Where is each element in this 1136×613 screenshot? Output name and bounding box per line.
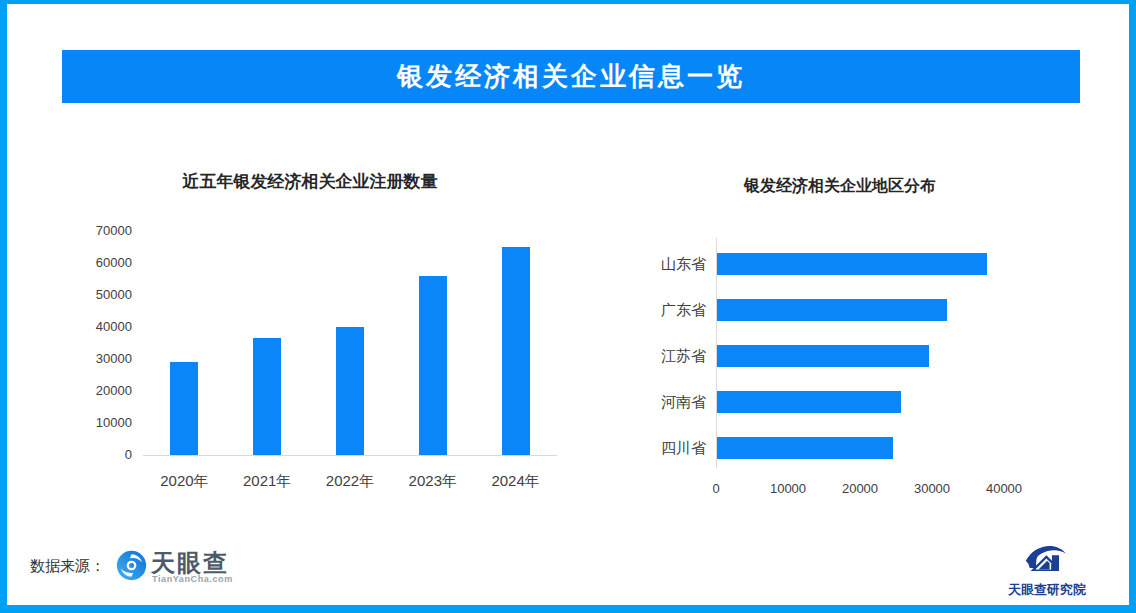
x-axis-tick-label: 2023年 xyxy=(393,471,473,491)
y-axis-tick-label: 60000 xyxy=(90,255,132,271)
bar-江苏省 xyxy=(717,345,929,367)
tianyancha-eye-icon xyxy=(116,550,147,581)
x-axis-tick-label: 30000 xyxy=(902,481,962,497)
x-axis-tick-label: 2024年 xyxy=(476,471,556,491)
bar-2022年 xyxy=(336,327,364,455)
region-bar-chart: 山东省广东省江苏省河南省四川省 0 10000 20000 30000 40000 xyxy=(640,235,1120,510)
bar-山东省 xyxy=(717,253,987,275)
infographic-page: 银发经济相关企业信息一览 近五年银发经济相关企业注册数量 银发经济相关企业地区分… xyxy=(0,0,1136,613)
bar-2024年 xyxy=(502,247,530,455)
research-institute-swoosh-icon xyxy=(1020,541,1068,579)
page-title: 银发经济相关企业信息一览 xyxy=(397,59,745,94)
x-axis-tick-label: 20000 xyxy=(830,481,890,497)
region-chart-title: 银发经济相关企业地区分布 xyxy=(690,176,990,197)
y-axis-tick-label: 50000 xyxy=(90,287,132,303)
data-source-label: 数据来源： xyxy=(30,557,105,576)
y-axis-tick-label: 30000 xyxy=(90,351,132,367)
y-axis-tick-label: 40000 xyxy=(90,319,132,335)
y-axis-tick-label: 10000 xyxy=(90,415,132,431)
research-institute-label: 天眼查研究院 xyxy=(992,581,1102,599)
bar-广东省 xyxy=(717,299,947,321)
page-title-banner: 银发经济相关企业信息一览 xyxy=(62,50,1080,103)
bar-2023年 xyxy=(419,276,447,455)
x-axis-tick-label: 10000 xyxy=(758,481,818,497)
y-axis-tick-label: 20000 xyxy=(90,383,132,399)
x-axis-tick-label: 2022年 xyxy=(310,471,390,491)
bar-四川省 xyxy=(717,437,893,459)
category-label-广东省: 广东省 xyxy=(640,299,706,321)
category-label-河南省: 河南省 xyxy=(640,391,706,413)
registration-bar-chart: 0 10000 20000 30000 40000 50000 60000 70000 2020… xyxy=(90,225,590,510)
category-label-江苏省: 江苏省 xyxy=(640,345,706,367)
category-label-山东省: 山东省 xyxy=(640,253,706,275)
x-axis-tick-label: 2021年 xyxy=(227,471,307,491)
tianyancha-domain: TianYanCha.com xyxy=(152,574,233,584)
x-axis-tick-label: 2020年 xyxy=(144,471,224,491)
y-axis-tick-label: 0 xyxy=(90,447,132,463)
bar-2020年 xyxy=(170,362,198,455)
x-axis-tick-label: 40000 xyxy=(974,481,1034,497)
bar-河南省 xyxy=(717,391,901,413)
y-axis-tick-label: 70000 xyxy=(90,223,132,239)
bar-2021年 xyxy=(253,338,281,455)
category-label-四川省: 四川省 xyxy=(640,437,706,459)
x-axis-tick-label: 0 xyxy=(686,481,746,497)
registration-chart-title: 近五年银发经济相关企业注册数量 xyxy=(140,170,480,193)
x-axis-line xyxy=(143,455,557,456)
